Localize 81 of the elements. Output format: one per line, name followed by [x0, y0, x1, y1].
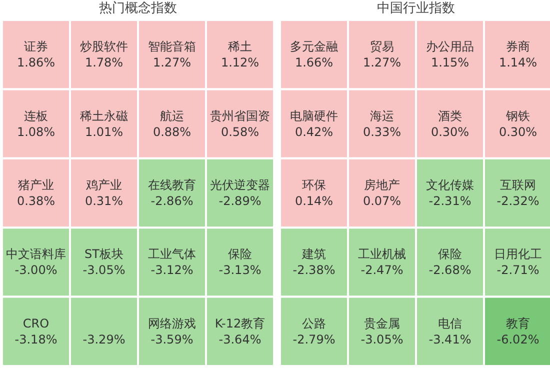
category-label: 航运	[160, 108, 184, 123]
category-label: 贸易	[370, 40, 394, 54]
data-label: 1.08%	[16, 124, 56, 139]
data-label: -6.02%	[496, 332, 540, 346]
data-label: 1.27%	[362, 56, 402, 70]
data-label: 0.07%	[362, 194, 402, 208]
data-label: -3.18%	[14, 332, 58, 346]
category-label: 电信	[438, 316, 462, 330]
category-label: 酒类	[438, 108, 462, 123]
data-label: 0.14%	[294, 194, 334, 208]
category-label: 工业机械	[358, 247, 406, 262]
category-label: 钢铁	[505, 108, 530, 123]
data-label: -3.13%	[218, 263, 262, 278]
data-label: -2.86%	[150, 194, 194, 208]
category-label: 贵金属	[364, 316, 400, 330]
category-label: K-12教育	[214, 316, 266, 330]
category-label: 猪产业	[18, 178, 54, 192]
text: 热门概念指数	[99, 0, 177, 16]
category-label: 房地产	[364, 178, 400, 192]
category-label: 智能音箱	[148, 40, 196, 54]
category-label: 炒股软件	[80, 40, 128, 54]
category-label: 保险	[438, 247, 462, 262]
category-label: ST板块	[84, 247, 124, 262]
data-label: -2.32%	[496, 194, 540, 208]
category-label: 海运	[370, 108, 394, 123]
data-label: -3.05%	[360, 332, 404, 346]
category-label: 稀土	[228, 40, 252, 54]
category-label: 保险	[228, 247, 252, 262]
data-label: 0.42%	[294, 124, 334, 139]
text: 中国行业指数	[377, 1, 455, 16]
category-label: 工业气体	[148, 247, 196, 262]
data-label: -3.59%	[150, 332, 194, 346]
data-label: -3.00%	[14, 263, 58, 278]
data-label: -2.89%	[218, 194, 262, 208]
category-label: 环保	[302, 178, 326, 192]
category-label: 教育	[506, 316, 530, 330]
category-label: 券商	[506, 40, 530, 54]
data-label: 1.86%	[16, 56, 56, 70]
category-label: 建筑	[301, 247, 326, 262]
category-label: 连板	[24, 108, 48, 123]
category-label: 稀土永磁	[80, 108, 128, 123]
category-label: 光伏逆变器	[210, 178, 270, 192]
category-label: 证券	[24, 40, 48, 54]
category-label: 电脑硬件	[290, 108, 338, 123]
data-label: 0.31%	[84, 194, 124, 208]
data-label: -3.29%	[82, 332, 126, 346]
data-label: -2.31%	[428, 194, 472, 208]
category-label: 文化传媒	[426, 178, 474, 192]
data-label: -2.38%	[292, 263, 336, 278]
data-label: -2.68%	[428, 263, 472, 278]
data-label: -2.79%	[292, 332, 336, 346]
data-label: 1.27%	[152, 56, 192, 70]
category-label: 多元金融	[290, 40, 338, 54]
category-label: 在线教育	[148, 178, 196, 192]
data-label: 0.33%	[362, 124, 402, 139]
data-label: 0.30%	[430, 124, 470, 139]
data-label: 1.15%	[430, 56, 470, 70]
category-label: 贵州省国资	[210, 108, 270, 123]
category-label: CRO	[22, 316, 50, 330]
data-label: -3.12%	[150, 263, 194, 278]
data-label: 1.66%	[294, 56, 334, 70]
category-label: 公路	[302, 316, 326, 330]
data-label: -2.71%	[496, 263, 540, 278]
data-label: -3.05%	[82, 263, 126, 278]
category-label: 互联网	[500, 178, 536, 192]
data-label: -3.41%	[428, 332, 472, 346]
data-label: 0.58%	[220, 124, 260, 139]
data-label: 1.12%	[220, 56, 260, 70]
category-label: 日用化工	[494, 247, 542, 262]
data-label: 0.38%	[16, 194, 56, 208]
category-label: 中文语料库	[6, 247, 66, 262]
category-label: 办公用品	[426, 40, 474, 54]
data-label: -3.64%	[218, 332, 262, 346]
category-label: 网络游戏	[148, 316, 196, 330]
data-label: 0.30%	[498, 124, 538, 139]
category-label: 鸡产业	[85, 178, 122, 192]
data-label: -2.47%	[360, 263, 404, 278]
data-label: 1.78%	[84, 56, 124, 70]
data-label: 1.14%	[498, 56, 538, 70]
data-label: 1.01%	[84, 124, 124, 139]
data-label: 0.88%	[152, 124, 192, 139]
